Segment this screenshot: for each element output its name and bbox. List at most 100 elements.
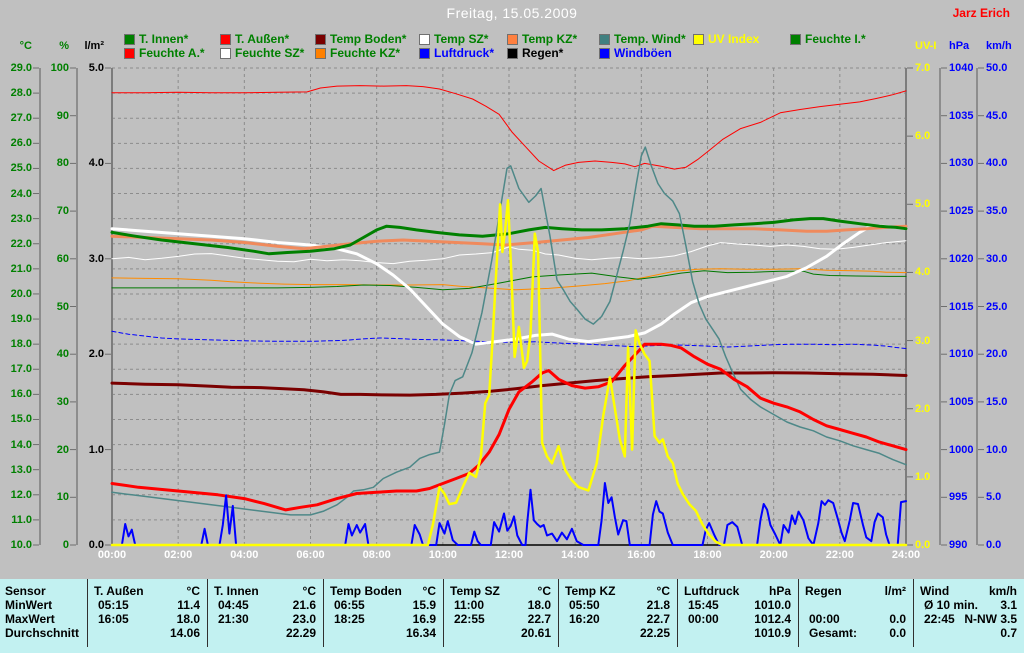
- table-header-row: Temp SZ °C: [444, 584, 558, 598]
- axis-tick-label-tempC: 12.0: [10, 488, 32, 501]
- axis-tick-label-tempC: 23.0: [10, 212, 32, 225]
- author-label: Jarz Erich: [952, 6, 1010, 20]
- table-cell-left: 16:05: [98, 612, 129, 626]
- axis-header-pct: %: [59, 40, 69, 52]
- axis-tick-label-kmh: 45.0: [986, 109, 1008, 122]
- table-value-row: 1010.9: [678, 626, 798, 640]
- page-title: Freitag, 15.05.2009: [446, 5, 578, 21]
- table-cell-left: Temp Boden: [330, 584, 402, 598]
- table-cell-right: 22.7: [646, 612, 670, 626]
- table-cell-left: 05:15: [98, 598, 129, 612]
- table-cell-left: 11:00: [454, 598, 485, 612]
- axis-tick-label-tempC: 24.0: [10, 187, 32, 200]
- axis-tick-label-hpa: 1000: [949, 443, 974, 456]
- legend-swatch: [220, 48, 231, 59]
- axis-tick-label-tempC: 16.0: [10, 388, 32, 401]
- table-value-row: 22.29: [208, 626, 323, 640]
- weather-chart: [33, 67, 984, 547]
- axis-tick-label-kmh: 35.0: [986, 205, 1008, 218]
- axis-tick-label-tempC: 11.0: [11, 513, 32, 526]
- axis-tick-label-hpa: 1035: [949, 109, 974, 122]
- x-tick-label: 24:00: [891, 549, 921, 561]
- legend-item-label: Temp. Wind*: [614, 32, 686, 46]
- table-value-row: 0.7: [914, 626, 1024, 640]
- axis-tick-label-lm2: 3.0: [88, 252, 104, 265]
- table-column-regen: Regen l/m² 00:00 0.0 Gesamt: 0.0: [798, 579, 913, 647]
- axis-tick-label-tempC: 13.0: [10, 463, 32, 476]
- axis-tick-label-uv: 2.0: [915, 402, 931, 415]
- series-line-uv: [110, 198, 908, 547]
- table-cell-right: 21.8: [646, 598, 670, 612]
- series-line-tAussen: [110, 342, 908, 512]
- table-cell-right: l/m²: [884, 584, 906, 598]
- table-value-row: 16.34: [324, 626, 443, 640]
- axis-tick-label-kmh: 15.0: [986, 395, 1008, 408]
- series-line-luftdruck: [111, 330, 907, 349]
- axis-header-lm2: l/m²: [84, 40, 104, 52]
- axis-tick-label-kmh: 5.0: [986, 491, 1002, 504]
- axis-tick-label-tempC: 29.0: [10, 62, 32, 74]
- table-cell-left: T. Innen: [214, 584, 259, 598]
- axis-header-tempC: °C: [19, 40, 32, 52]
- table-cell-right: °C: [186, 584, 200, 598]
- axis-tick-label-uv: 1.0: [915, 470, 931, 483]
- x-tick-label: 22:00: [825, 549, 854, 561]
- table-cell-right: 22.25: [639, 626, 670, 640]
- legend-swatch: [693, 34, 704, 45]
- legend-item-label: T. Innen*: [139, 32, 189, 46]
- table-cell-left: Luftdruck: [684, 584, 740, 598]
- table-cell-right: °C: [422, 584, 436, 598]
- axis-tick-label-tempC: 26.0: [10, 137, 32, 150]
- axis-tick-label-kmh: 10.0: [986, 443, 1008, 456]
- legend-swatch: [315, 34, 326, 45]
- table-cell-right: 18.0: [527, 598, 551, 612]
- table-header-row: Temp Boden °C: [324, 584, 443, 598]
- axis-tick-label-uv: 6.0: [915, 130, 931, 143]
- axis-tick-label-tempC: 17.0: [10, 363, 32, 376]
- table-cell-right: 1012.4: [754, 612, 791, 626]
- axis-tick-label-tempC: 20.0: [10, 287, 32, 300]
- axis-tick-label-kmh: 25.0: [986, 300, 1008, 313]
- table-column-t-innen: T. Innen °C 04:45 21.6 21:30 23.0 22.29: [207, 579, 323, 647]
- table-cell-left: [444, 626, 454, 640]
- axis-tick-label-lm2: 2.0: [88, 348, 104, 361]
- table-column-t-aussen: T. Außen °C 05:15 11.4 16:05 18.0 14.06: [87, 579, 207, 647]
- stats-table: Sensor MinWert MaxWert Durchschnitt T. Außen…: [0, 579, 1024, 653]
- series-line-tempInnen: [110, 217, 908, 256]
- table-column-temp-kz: Temp KZ °C 05:50 21.8 16:20 22.7 22.25: [558, 579, 677, 647]
- table-value-row: 06:55 15.9: [324, 598, 443, 612]
- table-cell-right: 21.6: [292, 598, 316, 612]
- table-value-row: 15:45 1010.0: [678, 598, 798, 612]
- axis-tick-label-pct: 40: [56, 348, 69, 361]
- table-row-label: Durchschnitt: [5, 626, 80, 640]
- x-tick-label: 16:00: [627, 549, 656, 561]
- table-cell-left: Wind: [920, 584, 950, 598]
- series-line-feuchteA: [111, 85, 907, 172]
- x-tick-label: 04:00: [230, 549, 259, 561]
- axis-tick-label-tempC: 10.0: [10, 539, 32, 551]
- axis-tick-label-tempC: 19.0: [10, 313, 32, 326]
- legend-item-label: T. Außen*: [235, 32, 290, 46]
- legend-swatch: [419, 34, 430, 45]
- table-cell-left: 22:45: [924, 612, 955, 626]
- axis-tick-label-pct: 20: [56, 443, 69, 456]
- table-value-row: 18:25 16.9: [324, 612, 443, 626]
- table-cell-right: 16.9: [412, 612, 436, 626]
- axis-tick-label-hpa: 1030: [949, 157, 974, 170]
- table-value-row: 14.06: [88, 626, 207, 640]
- table-column-luftdruck: Luftdruck hPa 15:45 1010.0 00:00 1012.4 1010.9: [677, 579, 798, 647]
- legend-swatch: [507, 34, 518, 45]
- axis-tick-label-pct: 90: [56, 109, 69, 122]
- x-tick-label: 10:00: [428, 549, 457, 561]
- axis-header-kmh: km/h: [986, 40, 1012, 52]
- table-value-row: 04:45 21.6: [208, 598, 323, 612]
- axis-tick-label-hpa: 1010: [949, 348, 974, 361]
- table-cell-right: 20.61: [520, 626, 551, 640]
- table-column-temp-boden: Temp Boden °C 06:55 15.9 18:25 16.9 16.34: [323, 579, 443, 647]
- table-cell-left: Regen: [805, 584, 842, 598]
- axis-tick-label-hpa: 1040: [949, 62, 974, 74]
- table-header-row: T. Außen °C: [88, 584, 207, 598]
- table-value-row: 22.25: [559, 626, 677, 640]
- table-cell-right: °C: [537, 584, 551, 598]
